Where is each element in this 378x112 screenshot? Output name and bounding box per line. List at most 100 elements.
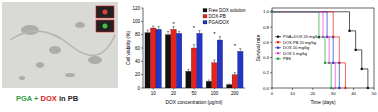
inset-signal (103, 24, 108, 29)
x-label: Time (days) (310, 100, 336, 105)
step-vertical (361, 50, 362, 69)
x-tick (153, 88, 154, 90)
y-axis (143, 8, 144, 88)
error-bar (239, 49, 241, 52)
bar (145, 33, 151, 88)
step-vertical (333, 37, 334, 63)
particle (75, 22, 85, 28)
legend-label: DOX-PB (209, 14, 226, 19)
bar (206, 81, 212, 88)
x-tick-label: 20 (171, 91, 177, 96)
marker (348, 30, 350, 32)
series (271, 11, 332, 89)
legend-swatch (203, 15, 207, 19)
step-horizontal (272, 11, 333, 12)
x-tick (214, 88, 215, 90)
error-line (240, 49, 241, 52)
marker (367, 87, 369, 89)
error-line (188, 69, 189, 71)
marker (334, 87, 336, 89)
y-tick (270, 42, 272, 43)
step-horizontal (272, 11, 319, 12)
step-vertical (339, 37, 340, 63)
x-tick-label: 0 (271, 91, 274, 96)
marker (338, 87, 340, 89)
step-vertical (329, 37, 330, 63)
x-tick-label: 20 (310, 91, 315, 96)
marker (344, 87, 346, 89)
x-tick (173, 88, 174, 90)
y-tick-label: 20 (135, 72, 141, 77)
error-bar (178, 31, 180, 33)
annotation: * (234, 43, 237, 49)
error-line (147, 30, 148, 33)
y-tick-label: 120 (132, 6, 140, 11)
legend-line (275, 36, 281, 37)
error-bar (147, 30, 149, 33)
particle (49, 46, 61, 54)
x-label: DOX concentration (μg/ml) (166, 100, 223, 105)
x-tick-label: 30 (331, 91, 336, 96)
error-cap (228, 84, 230, 85)
x-tick-label: 200 (231, 91, 239, 96)
legend-marker (277, 36, 279, 38)
error-cap (147, 30, 149, 31)
legend-swatch (203, 21, 207, 25)
error-line (179, 31, 180, 33)
error-bar (228, 84, 230, 86)
inset-signal (103, 10, 108, 15)
error-cap (158, 26, 160, 27)
marker (271, 11, 273, 13)
bar (186, 71, 192, 88)
particle (88, 56, 102, 64)
error-bar (208, 80, 210, 81)
y-tick-label: 100 (132, 19, 140, 24)
x-tick-label: 10 (151, 91, 157, 96)
step-vertical (355, 31, 356, 50)
y-tick-label: 80 (135, 32, 141, 37)
survival-chart: 0.00.20.40.60.81.001020304050Time (days)… (256, 8, 377, 105)
bar (238, 51, 244, 88)
y-tick-label: 0.2 (263, 70, 270, 75)
series (271, 11, 347, 89)
step-vertical (339, 63, 340, 88)
caption-part: PGA (16, 94, 33, 103)
curves (271, 11, 369, 89)
legend-marker (277, 41, 279, 43)
legend-line (275, 58, 281, 59)
legend-marker (277, 47, 279, 49)
error-cap (167, 31, 169, 32)
legend-label: PBS (283, 56, 291, 61)
legend-label: PGA/DOX (209, 20, 230, 25)
legend-label: DOX 10 mg/kg (283, 45, 309, 50)
y-tick-label: 40 (135, 59, 141, 64)
y-tick-label: 1.0 (263, 9, 270, 14)
error-cap (152, 26, 154, 27)
error-cap (239, 48, 241, 49)
y-tick (270, 72, 272, 73)
y-label: Survival rate (256, 34, 261, 61)
inset (96, 20, 114, 32)
error-line (158, 27, 159, 30)
step-vertical (367, 69, 368, 88)
error-line (168, 31, 169, 34)
y-tick-label: 60 (135, 46, 141, 51)
step-vertical (323, 12, 324, 37)
legend-marker (277, 58, 279, 60)
legend-line (275, 47, 281, 48)
error-bar (219, 37, 221, 40)
caption-part: DOX (38, 94, 56, 103)
legend-label: DOX 5 mg/kg (283, 51, 307, 56)
legend: Free DOX solutionDOX-PBPGA/DOX (203, 8, 246, 25)
marker (271, 11, 273, 13)
texture (10, 31, 115, 55)
legend-marker (277, 52, 279, 54)
y-label: Cell viability (%) (126, 31, 131, 66)
bar (197, 33, 203, 88)
error-bar (167, 31, 169, 34)
y-tick (270, 27, 272, 28)
error-line (153, 26, 154, 28)
error-bar (158, 27, 160, 30)
series (271, 11, 341, 89)
marker (324, 62, 326, 64)
